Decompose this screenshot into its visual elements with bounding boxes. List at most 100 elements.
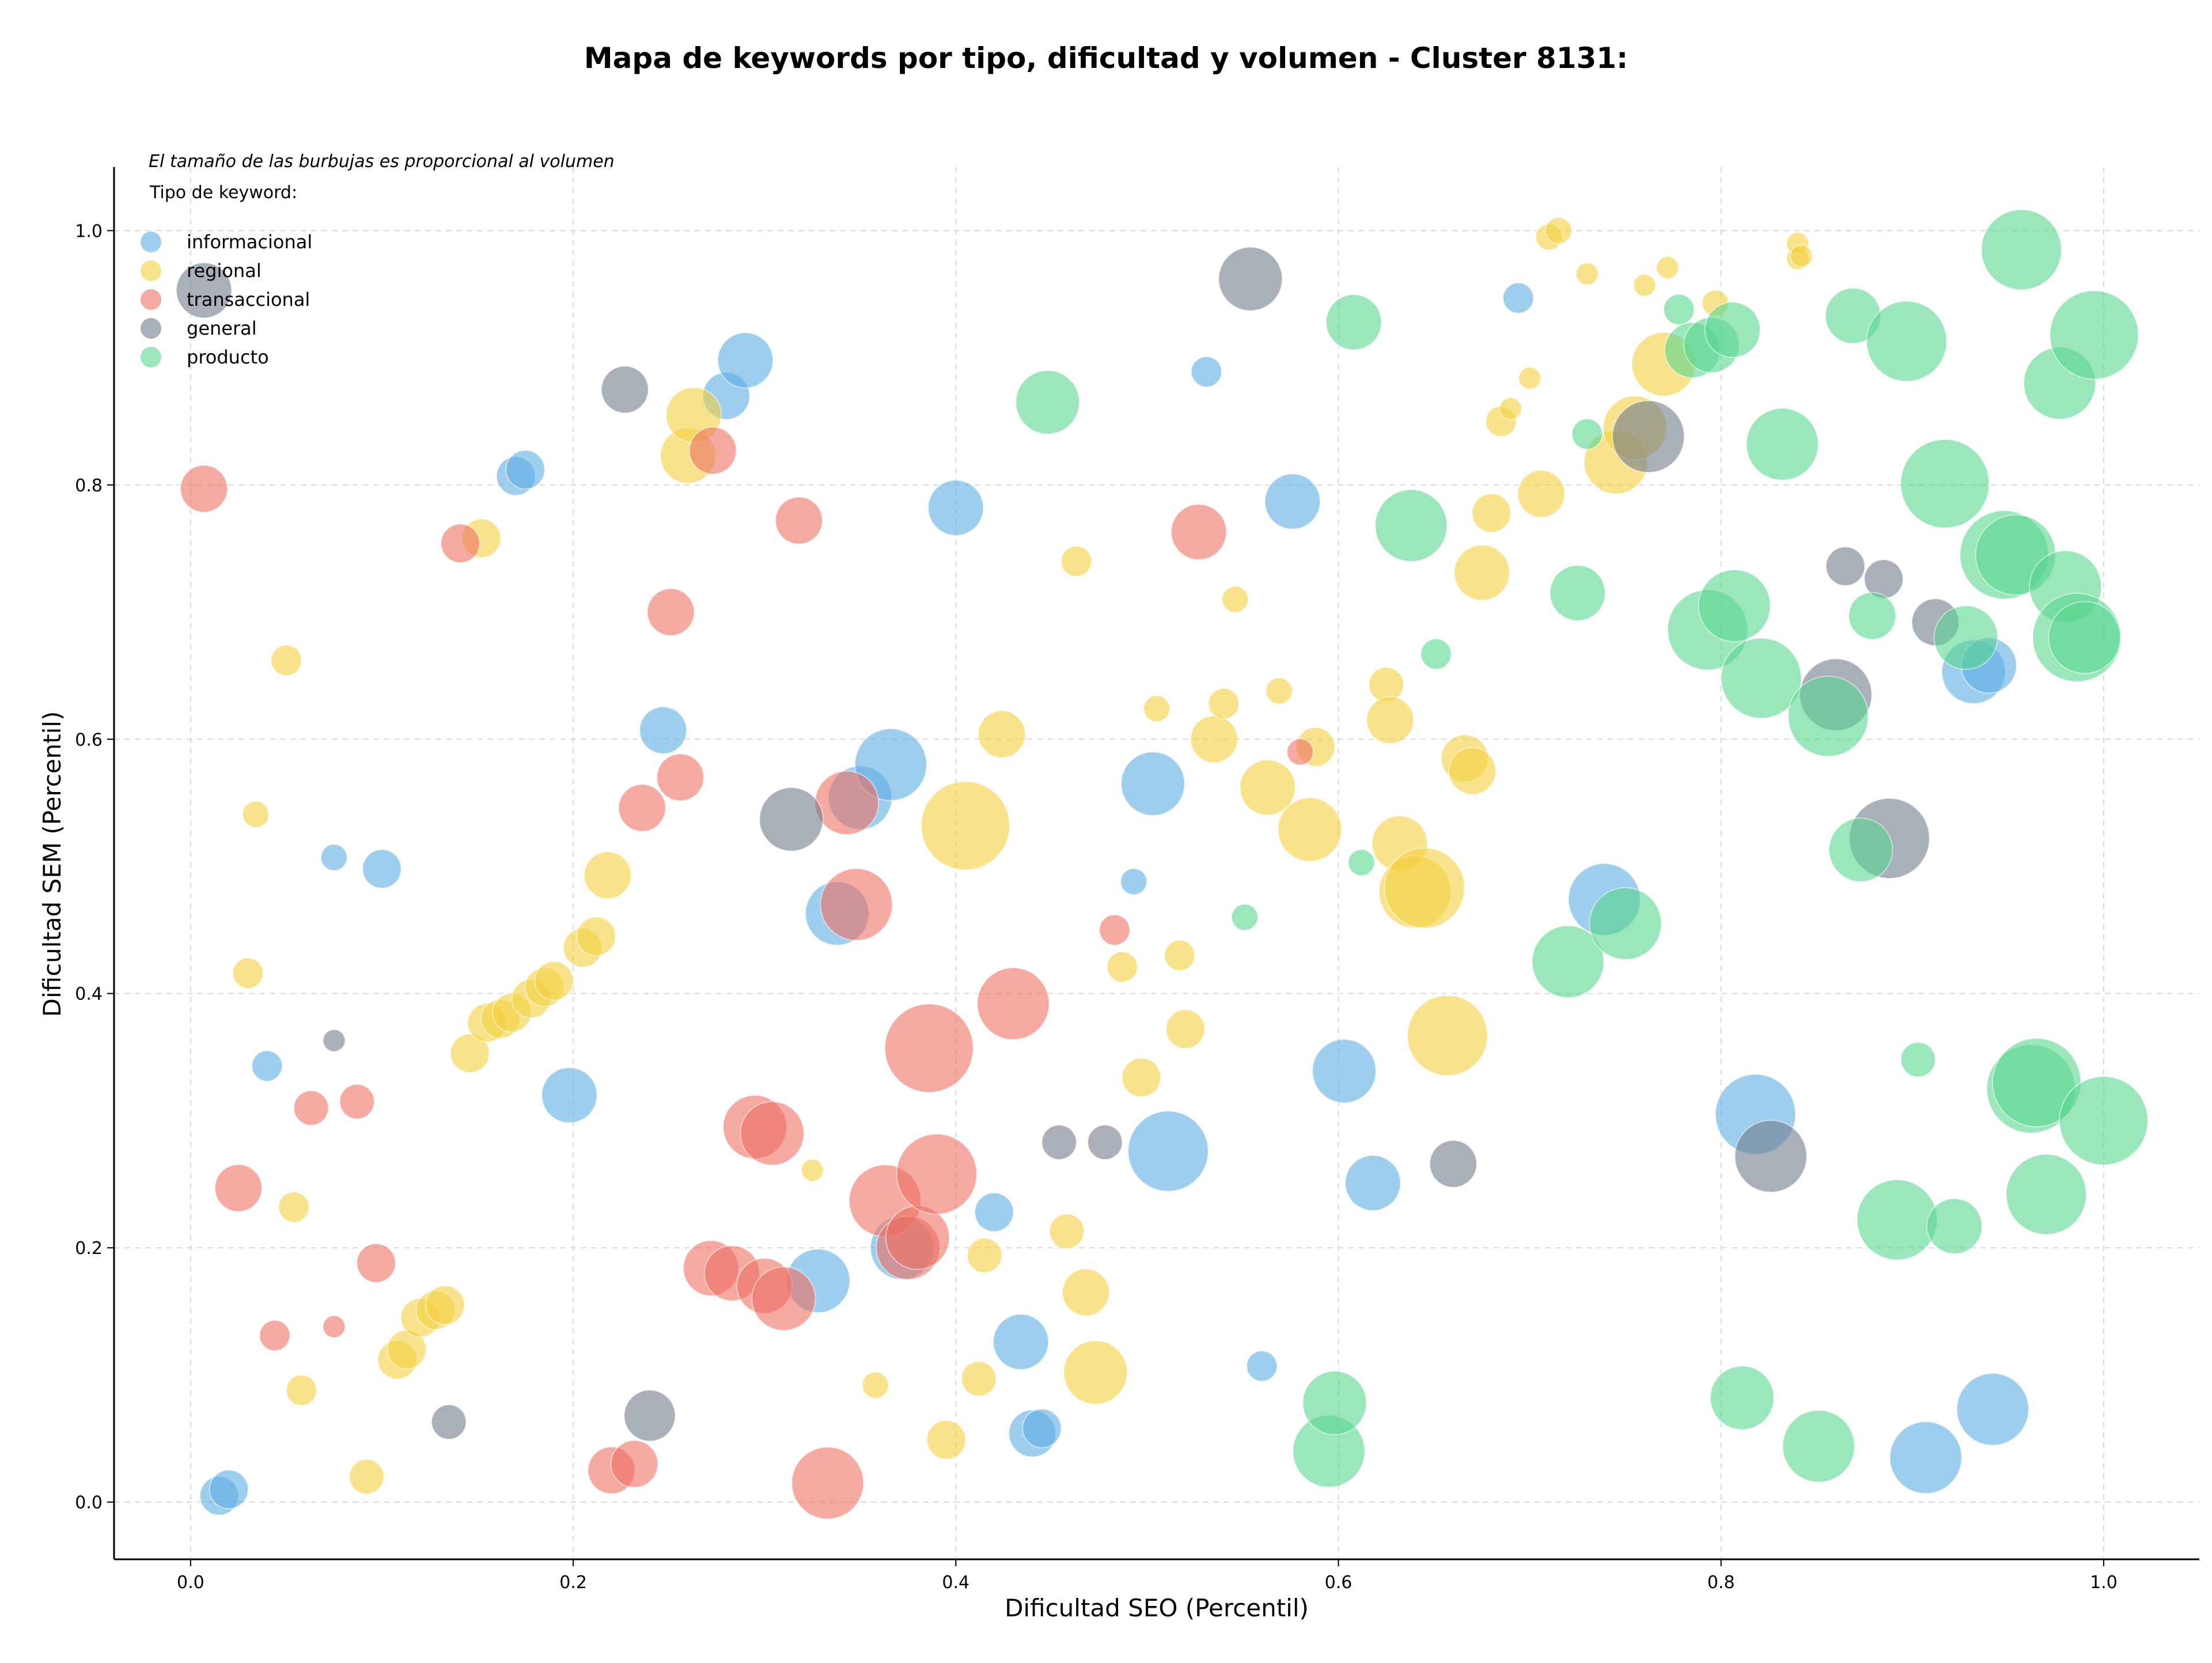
data-point-regional [232, 957, 264, 989]
chart-title: Mapa de keywords por tipo, dificultad y … [584, 41, 1628, 75]
data-point-informacional [1120, 868, 1147, 896]
data-point-producto [1710, 1365, 1775, 1430]
data-point-regional [1448, 747, 1497, 795]
data-point-regional [1063, 1340, 1128, 1405]
data-point-producto [1302, 1370, 1368, 1435]
data-point-producto [1848, 592, 1896, 640]
data-point-producto [2049, 290, 2139, 380]
data-point-regional [1453, 544, 1510, 601]
y-tick-label: 0.0 [75, 1493, 103, 1513]
data-point-informacional [362, 848, 402, 889]
data-point-general [322, 1029, 346, 1052]
data-point-regional [278, 1191, 310, 1223]
data-point-general [759, 787, 824, 852]
data-point-regional [926, 1419, 967, 1460]
data-point-regional [1207, 688, 1240, 719]
y-tick-label: 0.8 [75, 476, 103, 496]
data-point-transaccional [322, 1315, 346, 1339]
data-point-transaccional [896, 1133, 978, 1215]
series-transaccional [180, 426, 1314, 1520]
data-point-regional [1239, 759, 1296, 816]
data-point-regional [1165, 1009, 1206, 1050]
x-tick-label: 0.0 [177, 1573, 204, 1593]
data-point-producto [2059, 1075, 2149, 1166]
data-point-transaccional [440, 523, 480, 563]
data-point-producto [1782, 1410, 1855, 1483]
data-point-informacional [974, 1192, 1014, 1233]
data-point-general [1825, 546, 1866, 586]
data-point-regional [1407, 994, 1488, 1077]
legend-marker-regional [141, 260, 161, 281]
data-point-producto [1980, 209, 2062, 291]
data-point-regional [1060, 545, 1092, 577]
data-point-transaccional [180, 464, 228, 513]
ticks: 0.0 0.2 0.4 0.6 0.8 1.0 0.0 0.2 0.4 0.6 0.8 1.0 [75, 221, 2118, 1593]
data-point-producto [1347, 848, 1376, 877]
data-point-producto [1866, 300, 1948, 382]
data-point-producto [1549, 565, 1606, 622]
data-point-transaccional [884, 1003, 974, 1093]
data-point-informacional [717, 332, 774, 389]
data-point-producto [1720, 637, 1802, 719]
data-point-regional [425, 1285, 465, 1325]
data-point-producto [1325, 294, 1382, 351]
data-point-regional [1164, 940, 1196, 971]
data-point-informacional [1190, 355, 1222, 388]
data-point-informacional [1022, 1408, 1062, 1449]
y-tick-label: 0.2 [75, 1238, 103, 1259]
data-point-producto [1698, 569, 1771, 642]
data-point-transaccional [656, 753, 704, 802]
data-point-producto [1015, 370, 1080, 435]
series-producto [1015, 209, 2149, 1488]
data-point-regional [270, 645, 302, 676]
data-point-transaccional [885, 1205, 950, 1270]
axes [113, 167, 2199, 1560]
data-point-regional [1384, 847, 1465, 929]
data-point-general [600, 365, 649, 414]
data-point-regional [1106, 950, 1138, 983]
data-point-general [1429, 1139, 1478, 1188]
data-point-transaccional [293, 1090, 329, 1126]
data-point-informacional [209, 1469, 249, 1510]
x-axis-label: Dificultad SEO (Percentil) [1005, 1594, 1309, 1622]
legend-title: Tipo de keyword: [149, 183, 297, 203]
data-point-transaccional [356, 1243, 396, 1283]
data-point-transaccional [339, 1084, 375, 1120]
data-point-regional [349, 1459, 385, 1495]
data-point-producto [1374, 489, 1448, 562]
data-point-transaccional [775, 496, 823, 545]
x-tick-label: 0.2 [559, 1573, 587, 1593]
data-point-informacional [1120, 751, 1185, 816]
data-point-informacional [541, 1067, 598, 1124]
data-point-transaccional [740, 1101, 805, 1166]
data-point-informacional [251, 1050, 283, 1082]
data-point-producto [1230, 903, 1259, 931]
data-point-regional [1518, 366, 1541, 390]
data-point-regional [861, 1371, 889, 1399]
data-point-regional [576, 916, 616, 957]
data-point-regional [286, 1374, 317, 1406]
series-regional [232, 217, 1813, 1495]
data-point-transaccional [646, 588, 695, 637]
grid [114, 167, 2199, 1559]
data-point-informacional [1889, 1421, 1963, 1494]
legend-label-informacional: informacional [187, 231, 312, 253]
data-point-producto [1663, 293, 1695, 325]
data-point-producto [1571, 418, 1603, 450]
data-point-informacional [993, 1313, 1050, 1370]
y-axis-label: Dificultad SEM (Percentil) [38, 711, 66, 1017]
legend-marker-producto [141, 347, 161, 368]
x-tick-label: 0.4 [942, 1573, 969, 1593]
data-point-regional [450, 1033, 490, 1074]
y-tick-label: 0.4 [75, 984, 103, 1005]
data-point-producto [1926, 1198, 1983, 1255]
data-point-producto [1704, 301, 1761, 358]
data-point-transaccional [688, 426, 737, 475]
x-tick-label: 1.0 [2090, 1573, 2118, 1593]
data-point-regional [1499, 397, 1522, 421]
data-point-regional [1143, 695, 1171, 723]
legend-label-transaccional: transaccional [187, 289, 310, 310]
data-point-regional [584, 851, 632, 900]
data-point-regional [1062, 1268, 1110, 1317]
